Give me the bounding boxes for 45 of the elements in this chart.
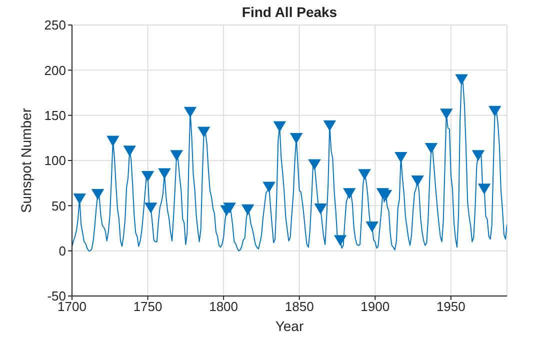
x-tick-label: 1950 bbox=[436, 299, 466, 314]
y-tick-label: 200 bbox=[44, 62, 66, 78]
point bbox=[366, 222, 378, 232]
point bbox=[263, 182, 276, 192]
point bbox=[158, 168, 170, 179]
x-tick-label: 1750 bbox=[133, 299, 162, 314]
point bbox=[478, 184, 490, 194]
y-tick-label: 250 bbox=[44, 18, 66, 33]
point bbox=[343, 188, 356, 198]
x-tick-label: 1850 bbox=[284, 299, 314, 314]
point bbox=[170, 150, 183, 161]
point bbox=[440, 108, 452, 119]
point bbox=[358, 169, 371, 180]
point bbox=[224, 202, 236, 213]
point bbox=[144, 202, 157, 213]
x-tick-label: 1800 bbox=[209, 299, 238, 314]
y-tick-label: 50 bbox=[52, 198, 66, 214]
point bbox=[324, 120, 336, 131]
point bbox=[242, 204, 254, 215]
point bbox=[184, 106, 196, 118]
y-tick-label: 150 bbox=[44, 108, 66, 123]
point bbox=[308, 159, 321, 170]
point bbox=[92, 189, 104, 200]
x-tick-label: 1700 bbox=[58, 299, 86, 314]
point bbox=[456, 74, 468, 85]
point bbox=[198, 126, 210, 138]
chart-title: Find All Peaks bbox=[240, 4, 338, 20]
point bbox=[142, 170, 154, 182]
point bbox=[488, 106, 501, 116]
point bbox=[472, 150, 484, 161]
point bbox=[425, 142, 438, 154]
point bbox=[412, 175, 424, 186]
point bbox=[394, 152, 407, 162]
x-axis-title: Year bbox=[275, 318, 304, 334]
point bbox=[290, 133, 302, 144]
x-tick-label: 1900 bbox=[360, 299, 390, 314]
point bbox=[274, 121, 286, 132]
y-tick-label: 100 bbox=[44, 153, 66, 168]
y-axis-title: Sunspot Number bbox=[18, 108, 34, 214]
point bbox=[124, 146, 136, 156]
point bbox=[74, 194, 86, 204]
point bbox=[314, 203, 327, 214]
point bbox=[106, 136, 119, 146]
y-tick-label: 0 bbox=[58, 243, 66, 258]
point bbox=[334, 235, 346, 246]
